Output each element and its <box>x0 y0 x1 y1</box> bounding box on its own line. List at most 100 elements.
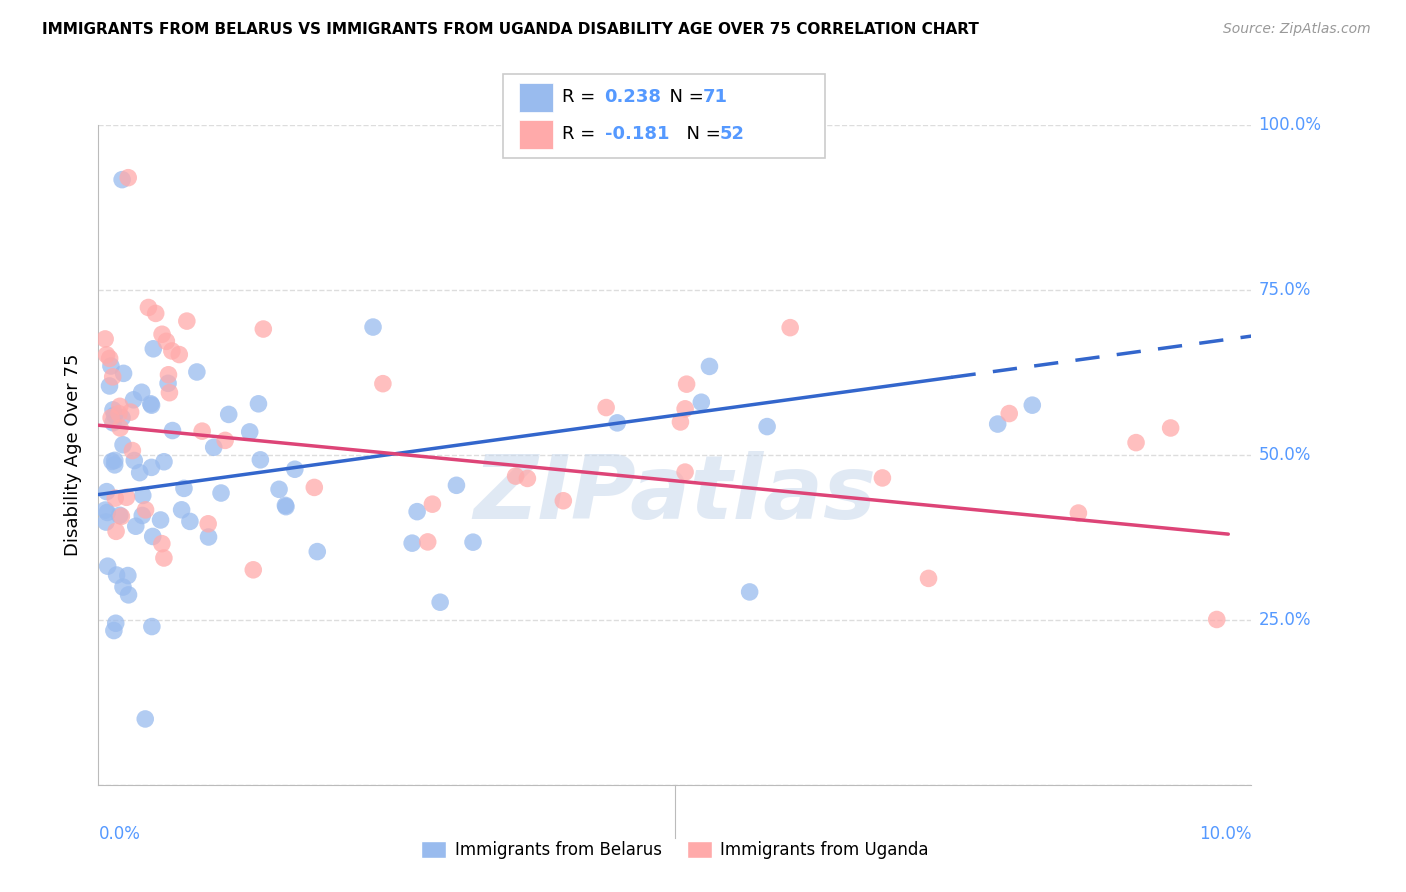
Point <box>96 348 118 362</box>
Point <box>125 519 148 533</box>
Point <box>132 488 155 502</box>
Point <box>104 491 127 505</box>
Point <box>371 376 394 391</box>
Point <box>94 503 117 517</box>
Point <box>111 410 134 425</box>
Text: 71: 71 <box>703 88 728 106</box>
Point <box>110 509 132 524</box>
Point <box>98 351 121 366</box>
Point <box>100 359 122 373</box>
Point <box>103 624 125 638</box>
Point <box>191 424 214 438</box>
Text: Source: ZipAtlas.com: Source: ZipAtlas.com <box>1223 22 1371 37</box>
Point <box>150 327 173 342</box>
Point <box>179 515 201 529</box>
Point <box>135 503 157 517</box>
Point <box>96 505 118 519</box>
Point <box>105 524 128 539</box>
Point <box>142 529 165 543</box>
Point <box>131 385 153 400</box>
Point <box>690 395 713 409</box>
Point <box>141 398 163 412</box>
Point <box>197 530 219 544</box>
Point <box>170 503 193 517</box>
Point <box>141 619 163 633</box>
Point <box>202 440 225 454</box>
Point <box>112 438 135 452</box>
Point <box>157 376 180 391</box>
Point <box>108 508 131 523</box>
Point <box>186 365 208 379</box>
Y-axis label: Disability Age Over 75: Disability Age Over 75 <box>65 353 83 557</box>
Point <box>173 482 195 496</box>
Point <box>157 368 180 382</box>
Point <box>134 712 156 726</box>
Point <box>94 515 117 529</box>
Text: 52: 52 <box>720 126 745 144</box>
Text: N =: N = <box>658 88 710 106</box>
Point <box>159 385 181 400</box>
Point <box>242 563 264 577</box>
Point <box>461 535 484 549</box>
Text: 0.0%: 0.0% <box>98 825 141 843</box>
Text: 0.238: 0.238 <box>605 88 662 106</box>
Point <box>117 170 139 185</box>
Point <box>104 616 127 631</box>
Point <box>153 455 176 469</box>
Point <box>94 332 117 346</box>
Text: 75.0%: 75.0% <box>1258 281 1310 299</box>
Point <box>115 490 138 504</box>
Point <box>422 497 444 511</box>
Point <box>142 342 165 356</box>
Text: 10.0%: 10.0% <box>1199 825 1251 843</box>
Point <box>673 465 696 479</box>
Point <box>120 405 142 419</box>
Text: -0.181: -0.181 <box>605 126 669 144</box>
Point <box>274 499 297 513</box>
Point <box>872 471 894 485</box>
Point <box>145 306 167 320</box>
Point <box>97 559 120 574</box>
Point <box>98 379 121 393</box>
Point <box>1067 506 1090 520</box>
Point <box>239 425 262 439</box>
Point <box>139 397 162 411</box>
Point <box>169 347 191 361</box>
Point <box>1205 612 1227 626</box>
Point <box>998 407 1021 421</box>
Point <box>112 367 135 381</box>
Point <box>111 580 134 594</box>
Point <box>117 588 139 602</box>
Text: 25.0%: 25.0% <box>1258 611 1310 629</box>
Point <box>117 568 139 582</box>
Point <box>416 535 439 549</box>
Point <box>101 416 124 430</box>
Point <box>429 595 451 609</box>
Point <box>274 500 297 514</box>
Point <box>361 320 384 334</box>
Point <box>153 551 176 566</box>
Point <box>101 454 124 468</box>
Text: 100.0%: 100.0% <box>1258 116 1322 134</box>
Point <box>1021 398 1043 412</box>
Point <box>247 397 270 411</box>
Point <box>108 400 131 414</box>
Point <box>96 484 118 499</box>
Text: R =: R = <box>562 126 602 144</box>
Point <box>108 421 131 435</box>
Point <box>160 343 183 358</box>
Point <box>108 407 131 421</box>
Point <box>252 322 274 336</box>
Legend: Immigrants from Belarus, Immigrants from Uganda: Immigrants from Belarus, Immigrants from… <box>415 834 935 866</box>
Point <box>699 359 721 374</box>
Point <box>104 453 127 467</box>
Point <box>104 458 127 472</box>
Point <box>138 301 160 315</box>
Point <box>553 493 575 508</box>
Point <box>917 571 939 585</box>
Point <box>150 536 173 550</box>
Point <box>121 443 143 458</box>
Point <box>155 334 177 349</box>
Point <box>738 585 761 599</box>
Point <box>307 544 329 558</box>
